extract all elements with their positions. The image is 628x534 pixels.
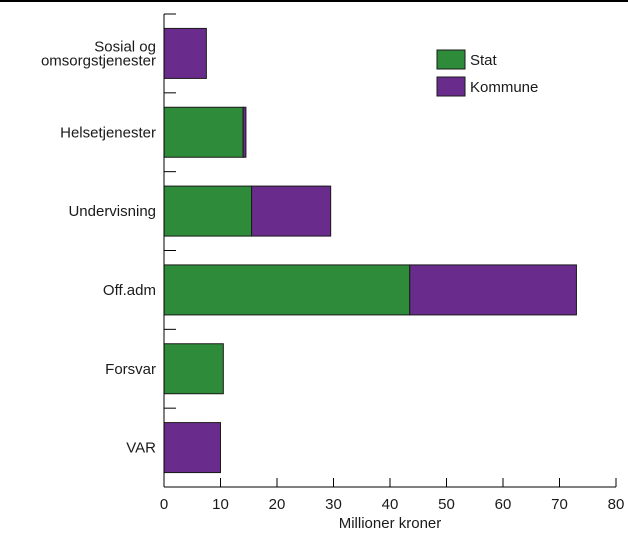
x-tick-label: 70 [551,496,568,513]
top-rule [0,0,628,2]
legend-label-kommune: Kommune [470,79,538,96]
category-label: Undervisning [68,203,156,220]
legend-swatch-kommune [436,76,466,97]
x-tick-label: 80 [608,496,625,513]
category-label: Forsvar [105,361,156,378]
bar-kommune-3 [409,264,577,316]
category-label: Off.adm [103,282,156,299]
bar-stat-4 [163,343,224,395]
bars-layer [163,27,577,474]
axes-layer [163,13,617,488]
bar-stat-2 [163,185,253,237]
x-tick-label: 50 [438,496,455,513]
bar-stat-1 [163,106,244,158]
category-label: Sosial og [94,38,156,55]
legend-label-stat: Stat [470,52,498,69]
category-label: omsorgstjenester [41,52,156,69]
category-label: VAR [126,440,156,457]
bar-kommune-0 [163,27,207,79]
bar-kommune-5 [163,422,221,474]
x-tick-label: 30 [325,496,342,513]
bar-kommune-1 [242,106,247,158]
x-tick-labels: 0 10 20 30 40 50 60 70 80 [160,496,625,513]
x-tick-label: 20 [269,496,286,513]
x-tick-label: 60 [495,496,512,513]
legend: Stat Kommune [436,49,538,97]
x-tick-label: 10 [212,496,229,513]
x-axis-label: Millioner kroner [339,515,442,532]
legend-swatch-stat [436,49,466,70]
bar-stat-3 [163,264,411,316]
category-label: Helsetjenester [60,124,156,141]
x-tick-label: 40 [382,496,399,513]
x-tick-label: 0 [160,496,168,513]
bar-kommune-2 [251,185,332,237]
